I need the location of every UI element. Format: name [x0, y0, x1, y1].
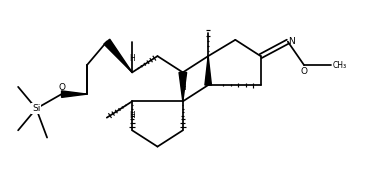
Text: H: H	[180, 83, 186, 92]
Text: O: O	[301, 67, 308, 76]
Text: Si: Si	[32, 104, 40, 113]
Text: H: H	[129, 54, 135, 63]
Polygon shape	[205, 56, 212, 85]
Polygon shape	[179, 72, 187, 101]
Text: O: O	[58, 83, 65, 92]
Text: CH₃: CH₃	[333, 61, 347, 70]
Polygon shape	[61, 91, 87, 97]
Text: H: H	[129, 111, 135, 120]
Polygon shape	[104, 39, 132, 72]
Text: N: N	[288, 37, 294, 46]
